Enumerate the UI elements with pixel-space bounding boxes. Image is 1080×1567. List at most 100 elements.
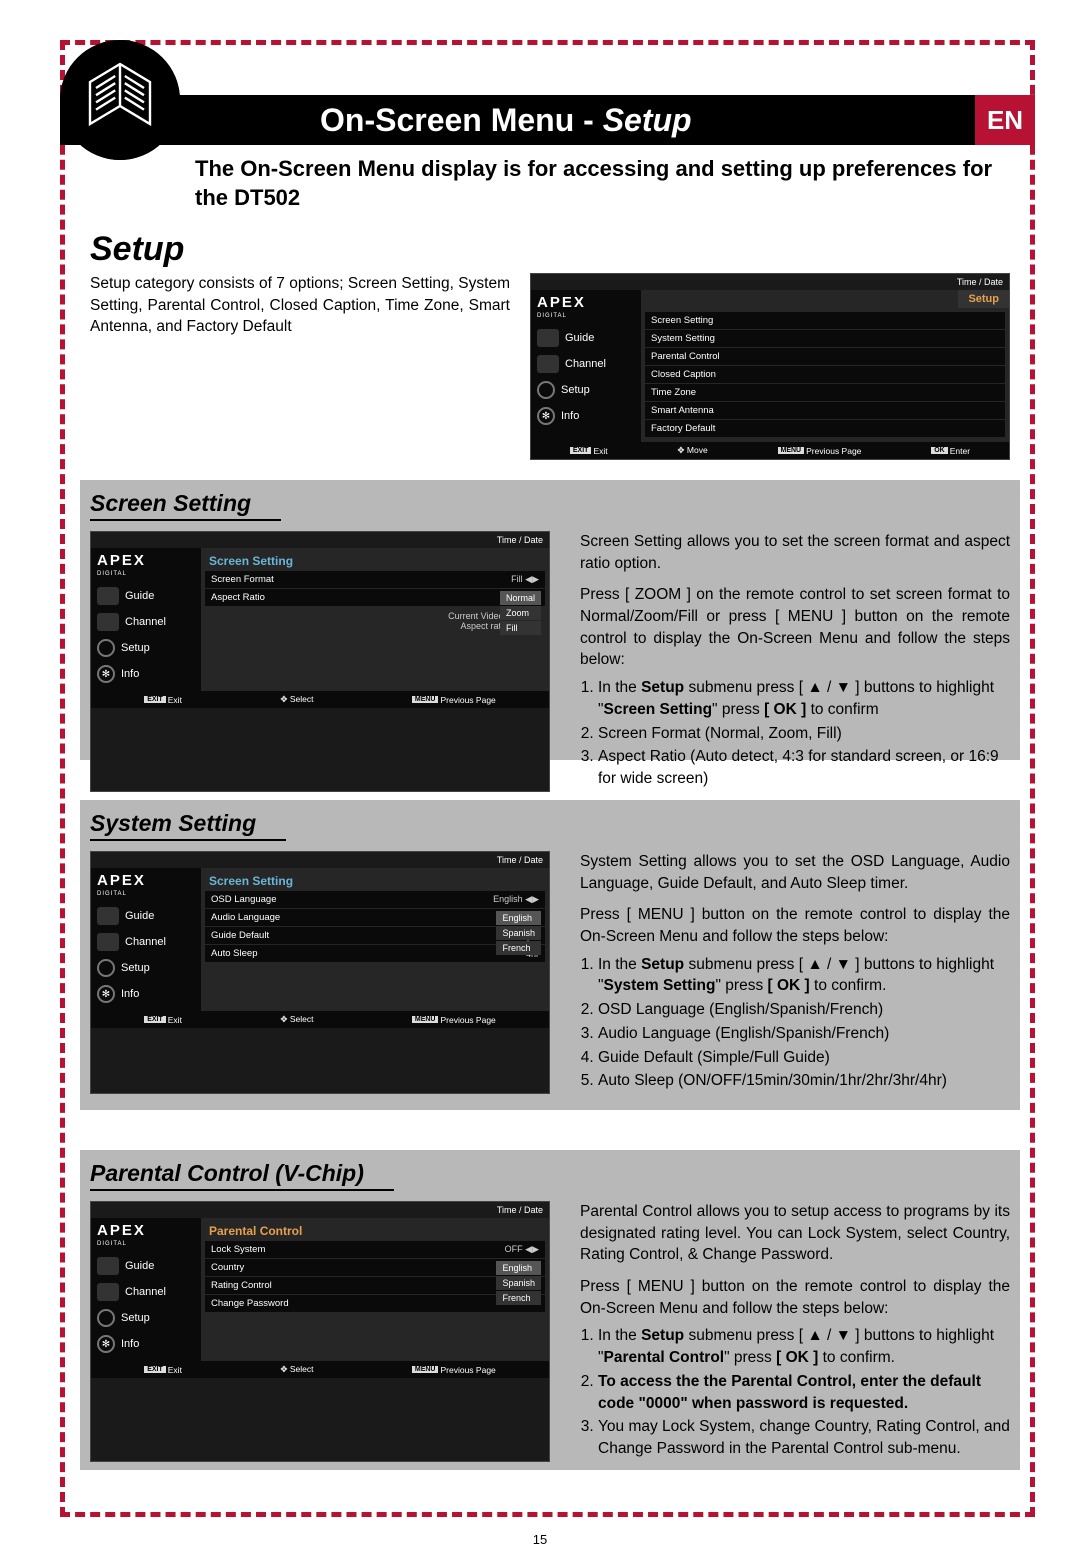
osd-nav-item: Channel [97, 609, 195, 635]
setup-nav-icon [97, 639, 115, 657]
screen-setting-instructions: Screen Setting allows you to set the scr… [580, 531, 1010, 792]
osd-timedate: Time / Date [91, 532, 549, 548]
osd-setting-row: Auto Sleep4hr [205, 945, 545, 962]
manual-page: On-Screen Menu - Setup EN The On-Screen … [0, 0, 1080, 1567]
osd-menu-item: Closed Caption [645, 366, 1005, 383]
setup-heading: Setup [90, 230, 1010, 269]
osd-side-options: NormalZoomFill [500, 591, 541, 636]
osd-nav-item: Setup [97, 955, 195, 981]
osd-sidebar: APEX DIGITAL GuideChannelSetup✻Info [531, 290, 641, 442]
setup-desc: Setup category consists of 7 options; Sc… [90, 273, 510, 460]
decorative-border [60, 1512, 1035, 1517]
info-nav-icon: ✻ [97, 1335, 115, 1353]
osd-nav-item: Guide [97, 583, 195, 609]
setup-nav-icon [537, 381, 555, 399]
decorative-border [1030, 40, 1035, 1517]
apex-logo-sub: DIGITAL [537, 313, 635, 319]
page-number: 15 [0, 1532, 1080, 1547]
apex-logo: APEX [97, 1222, 195, 1239]
instruction-step: In the Setup submenu press [ ▲ / ▼ ] but… [598, 954, 1010, 997]
osd-nav-item: Channel [537, 351, 635, 377]
header-bar: On-Screen Menu - Setup [60, 95, 1035, 145]
steps-list: In the Setup submenu press [ ▲ / ▼ ] but… [580, 954, 1010, 1092]
osd-tab: Setup [958, 290, 1009, 308]
press-instruction: Press [ MENU ] button on the remote cont… [580, 1276, 1010, 1319]
instruction-step: OSD Language (English/Spanish/French) [598, 999, 1010, 1021]
osd-setting-row: Guide DefaultSimple [205, 927, 545, 944]
osd-nav-item: ✻Info [97, 661, 195, 687]
instruction-step: Guide Default (Simple/Full Guide) [598, 1047, 1010, 1069]
decorative-border [60, 40, 65, 1517]
osd-menu-item: Smart Antenna [645, 402, 1005, 419]
intro-text: The On-Screen Menu display is for access… [195, 155, 1015, 212]
parental-instructions: Parental Control allows you to setup acc… [580, 1201, 1010, 1462]
nav-icon [97, 907, 119, 925]
page-title: On-Screen Menu - Setup [320, 102, 692, 139]
parental-heading: Parental Control (V-Chip) [90, 1160, 394, 1191]
osd-nav-item: Guide [97, 1253, 195, 1279]
system-setting-heading: System Setting [90, 810, 286, 841]
apex-logo-sub: DIGITAL [97, 571, 195, 577]
screen-setting-heading: Screen Setting [90, 490, 281, 521]
press-instruction: Press [ ZOOM ] on the remote control to … [580, 584, 1010, 671]
osd-setting-row: Lock SystemOFF ◀▶ [205, 1241, 545, 1258]
osd-panel: Setup Screen SettingSystem SettingParent… [641, 290, 1009, 442]
osd-sidebar: APEX DIGITAL GuideChannelSetup✻Info [91, 1218, 201, 1361]
osd-footer: EXIT Exit✥ SelectMENU Previous Page [91, 1011, 549, 1028]
apex-logo: APEX [97, 552, 195, 569]
section-desc: System Setting allows you to set the OSD… [580, 851, 1010, 894]
osd-nav-item: Setup [97, 1305, 195, 1331]
decorative-border [60, 40, 1035, 45]
osd-nav-item: Channel [97, 1279, 195, 1305]
system-setting-instructions: System Setting allows you to set the OSD… [580, 851, 1010, 1094]
osd-screenshot-system: Time / Date APEX DIGITAL GuideChannelSet… [90, 851, 550, 1094]
info-nav-icon: ✻ [97, 665, 115, 683]
osd-setting-row: CountryUSA [205, 1259, 545, 1276]
osd-nav-item: Setup [537, 377, 635, 403]
instruction-step: In the Setup submenu press [ ▲ / ▼ ] but… [598, 677, 1010, 720]
nav-icon [97, 587, 119, 605]
osd-nav-item: Guide [97, 903, 195, 929]
osd-nav-item: Channel [97, 929, 195, 955]
osd-side-options: EnglishSpanishFrench [496, 911, 541, 956]
osd-setting-row: Change Password [205, 1295, 545, 1312]
osd-panel-title: Parental Control [205, 1222, 545, 1240]
apex-logo-sub: DIGITAL [97, 1241, 195, 1247]
nav-icon [537, 329, 559, 347]
osd-side-options: EnglishSpanishFrench [496, 1261, 541, 1306]
osd-menu-item: Screen Setting [645, 312, 1005, 329]
osd-panel: Parental Control Lock SystemOFF ◀▶Countr… [201, 1218, 549, 1361]
osd-panel: Screen Setting Screen FormatFill ◀▶Aspec… [201, 548, 549, 691]
osd-footer: EXIT Exit✥ SelectMENU Previous Page [91, 1361, 549, 1378]
steps-list: In the Setup submenu press [ ▲ / ▼ ] but… [580, 1325, 1010, 1459]
osd-nav-item: ✻Info [97, 1331, 195, 1357]
osd-footer: EXIT Exit✥ SelectMENU Previous Page [91, 691, 549, 708]
osd-menu-item: Parental Control [645, 348, 1005, 365]
osd-screenshot-screen: Time / Date APEX DIGITAL GuideChannelSet… [90, 531, 550, 792]
osd-timedate: Time / Date [91, 852, 549, 868]
instruction-step: Screen Format (Normal, Zoom, Fill) [598, 723, 1010, 745]
apex-logo: APEX [97, 872, 195, 889]
apex-logo-sub: DIGITAL [97, 891, 195, 897]
osd-panel-title: Screen Setting [205, 552, 545, 570]
nav-icon [97, 613, 119, 631]
book-icon [60, 40, 180, 160]
osd-setting-row: Screen FormatFill ◀▶ [205, 571, 545, 588]
osd-panel: Screen Setting OSD LanguageEnglish ◀▶Aud… [201, 868, 549, 1011]
osd-setting-row: Aspect RatioAuto [205, 589, 545, 606]
osd-sidebar: APEX DIGITAL GuideChannelSetup✻Info [91, 548, 201, 691]
section-desc: Screen Setting allows you to set the scr… [580, 531, 1010, 574]
osd-menu-item: Time Zone [645, 384, 1005, 401]
osd-screenshot-parental: Time / Date APEX DIGITAL GuideChannelSet… [90, 1201, 550, 1462]
osd-setting-row: OSD LanguageEnglish ◀▶ [205, 891, 545, 908]
nav-icon [97, 1283, 119, 1301]
osd-timedate: Time / Date [91, 1202, 549, 1218]
instruction-step: In the Setup submenu press [ ▲ / ▼ ] but… [598, 1325, 1010, 1368]
setup-nav-icon [97, 959, 115, 977]
osd-screenshot-setup: Time / Date APEX DIGITAL GuideChannelSet… [530, 273, 1010, 460]
osd-panel-title: Screen Setting [205, 872, 545, 890]
osd-nav-item: ✻Info [537, 403, 635, 429]
osd-setting-row: Rating Control [205, 1277, 545, 1294]
steps-list: In the Setup submenu press [ ▲ / ▼ ] but… [580, 677, 1010, 789]
nav-icon [537, 355, 559, 373]
